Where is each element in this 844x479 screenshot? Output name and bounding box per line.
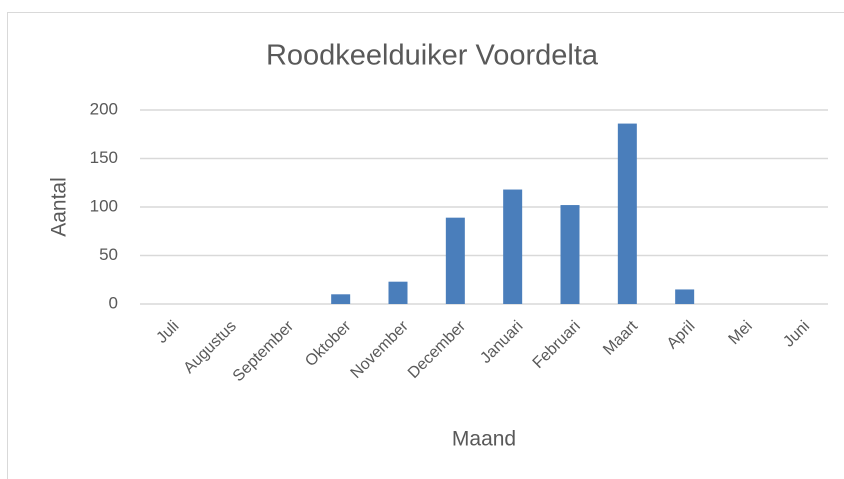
chart-border	[7, 12, 844, 479]
bar	[331, 294, 351, 304]
y-tick-label: 150	[90, 148, 118, 167]
bar	[560, 205, 580, 304]
y-axis-label: Aantal	[48, 177, 71, 237]
chart-title: Roodkeelduiker Voordelta	[266, 40, 599, 72]
x-tick-label: Mei	[726, 318, 756, 348]
x-tick-label: Maart	[600, 317, 641, 358]
bar	[503, 189, 523, 304]
y-tick-label: 0	[109, 293, 118, 312]
x-tick-label: Januari	[477, 318, 526, 367]
x-tick-label: September	[230, 317, 298, 385]
y-tick-label: 100	[90, 196, 118, 215]
x-tick-label: Februari	[530, 318, 584, 372]
x-tick-label: Oktober	[302, 317, 355, 370]
x-axis-label: Maand	[452, 428, 516, 451]
bar	[617, 123, 637, 304]
x-tick-label: December	[405, 317, 470, 382]
bar	[675, 289, 695, 304]
y-tick-label: 200	[90, 99, 118, 118]
x-tick-label: Juli	[153, 318, 182, 347]
bar	[445, 217, 465, 304]
y-tick-label: 50	[99, 245, 118, 264]
x-tick-label: Augustus	[181, 318, 240, 377]
x-tick-label: November	[348, 317, 413, 382]
x-tick-label: Juni	[780, 318, 813, 351]
x-tick-label: April	[664, 318, 699, 353]
bar	[388, 281, 408, 304]
